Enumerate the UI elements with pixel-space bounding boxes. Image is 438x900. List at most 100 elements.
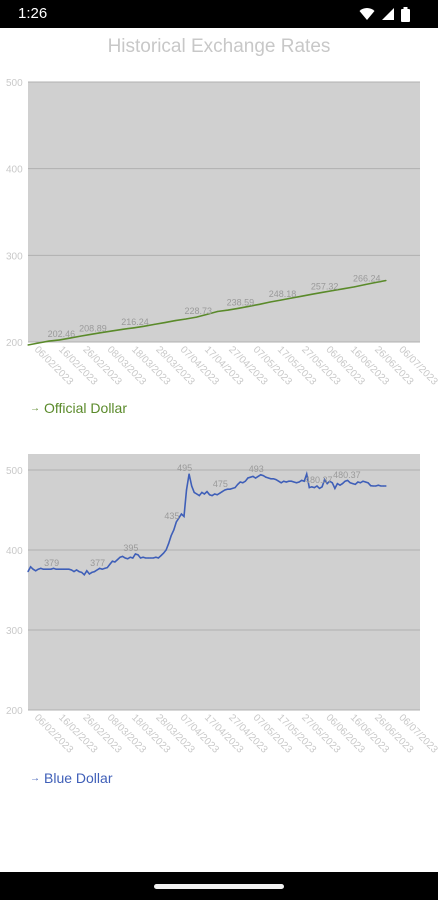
data-point — [116, 559, 119, 561]
data-point — [364, 283, 366, 286]
plot-background — [28, 454, 420, 710]
data-point — [109, 563, 111, 565]
data-point — [162, 552, 165, 554]
data-label: 395 — [123, 543, 138, 553]
data-point — [40, 567, 42, 569]
data-point — [352, 483, 354, 485]
data-point — [275, 479, 277, 481]
data-point — [127, 558, 129, 560]
home-handle[interactable] — [154, 884, 284, 889]
data-point — [377, 484, 379, 486]
data-point — [301, 479, 303, 481]
data-point — [257, 475, 259, 477]
data-point — [272, 478, 275, 480]
data-point — [231, 487, 234, 489]
y-tick-label: 400 — [6, 165, 23, 176]
data-point — [347, 479, 349, 481]
data-point — [252, 475, 254, 477]
data-point — [88, 573, 90, 575]
data-point — [134, 553, 136, 555]
data-point — [90, 333, 92, 335]
data-point — [385, 279, 387, 282]
data-point — [63, 568, 65, 570]
data-point — [224, 489, 226, 491]
data-point — [332, 289, 334, 292]
data-point — [267, 477, 269, 479]
data-point — [249, 476, 252, 478]
data-label: 238.59 — [227, 297, 255, 307]
data-point — [188, 473, 190, 475]
y-tick-label: 200 — [6, 338, 23, 349]
data-point — [173, 529, 175, 531]
data-label: 257.32 — [311, 281, 339, 291]
data-point — [329, 480, 331, 482]
data-point — [326, 483, 328, 485]
data-point — [280, 482, 282, 484]
data-point — [132, 327, 134, 329]
data-point — [288, 480, 290, 482]
data-point — [124, 557, 126, 559]
data-point — [214, 493, 216, 495]
data-point — [58, 568, 60, 570]
data-point — [55, 568, 57, 570]
data-point — [298, 481, 300, 483]
data-point — [37, 568, 39, 570]
data-point — [322, 291, 324, 293]
data-point — [244, 480, 246, 482]
data-point — [104, 567, 106, 569]
data-point — [152, 557, 154, 559]
data-point — [91, 571, 93, 573]
data-point — [180, 513, 183, 515]
data-point — [311, 486, 313, 488]
data-point — [83, 574, 85, 576]
data-point — [137, 554, 139, 556]
data-point — [290, 480, 292, 482]
data-point — [101, 568, 103, 570]
blue-dollar-plot[interactable]: 20030040050006/02/202316/02/202326/02/20… — [0, 446, 438, 776]
data-point — [198, 495, 200, 497]
data-point — [69, 337, 71, 339]
data-point — [349, 482, 351, 484]
data-point — [216, 310, 219, 313]
data-point — [341, 483, 344, 485]
data-label: 480.37 — [305, 475, 333, 485]
data-point — [229, 488, 231, 490]
data-point — [47, 568, 50, 570]
data-point — [160, 555, 162, 557]
status-bar: 1:26 — [0, 0, 438, 28]
data-point — [150, 557, 152, 559]
data-point — [183, 515, 185, 517]
data-point — [99, 567, 101, 569]
y-tick-label: 500 — [6, 78, 23, 89]
data-point — [29, 566, 32, 568]
data-point — [122, 555, 124, 557]
official-dollar-plot[interactable]: 20030040050006/02/202316/02/202326/02/20… — [0, 74, 438, 404]
data-point — [145, 557, 147, 559]
data-point — [174, 319, 177, 322]
data-point — [60, 568, 62, 570]
data-label: 248.18 — [269, 289, 297, 299]
data-point — [382, 485, 385, 487]
data-point — [170, 535, 172, 537]
data-point — [285, 481, 287, 483]
data-point — [119, 556, 121, 558]
data-point — [45, 568, 47, 570]
data-point — [27, 571, 29, 573]
legend-swatch-official: → — [30, 402, 40, 414]
data-point — [191, 485, 193, 487]
data-point — [290, 297, 292, 299]
data-point — [168, 543, 170, 545]
data-label: 228.73 — [184, 306, 212, 316]
status-time: 1:26 — [18, 5, 48, 22]
data-point — [143, 325, 145, 327]
data-point — [208, 494, 211, 496]
data-point — [357, 481, 359, 483]
data-label: 377 — [90, 558, 105, 568]
data-point — [234, 487, 236, 489]
data-point — [165, 549, 167, 551]
legend-label-blue: Blue Dollar — [44, 770, 113, 786]
data-point — [306, 473, 308, 475]
blue-dollar-legend: → Blue Dollar — [30, 770, 112, 786]
data-point — [262, 475, 264, 477]
data-point — [313, 487, 315, 489]
